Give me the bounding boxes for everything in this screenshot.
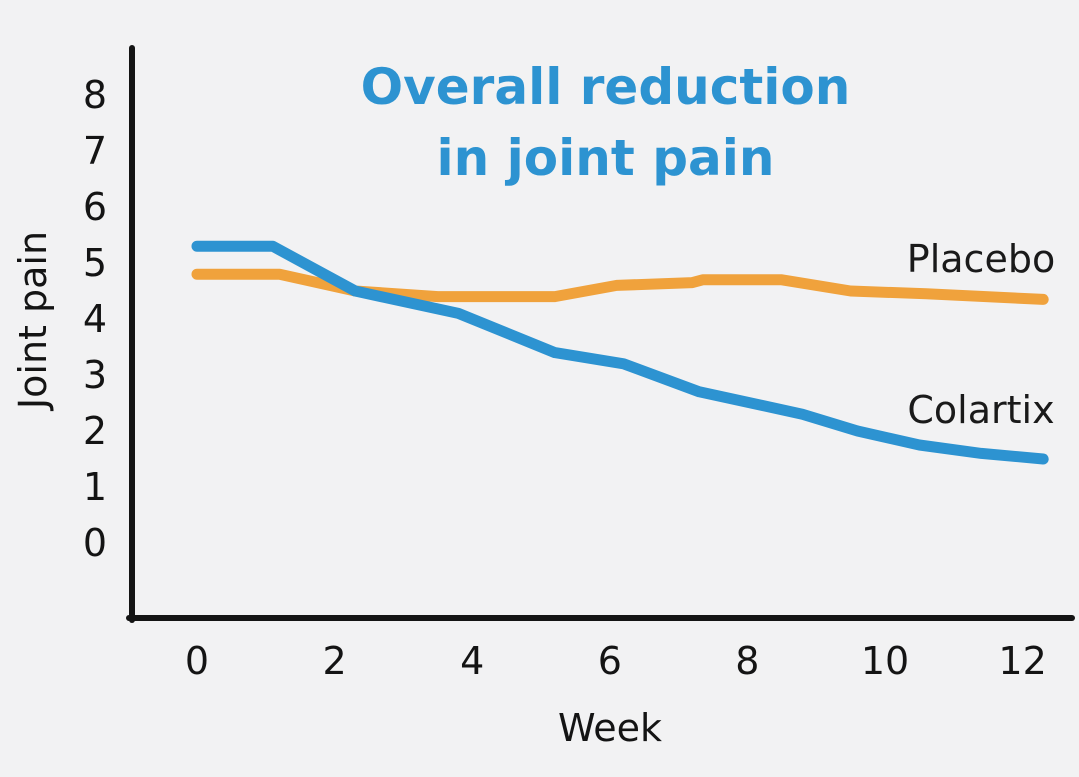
y-tick-2: 2: [82, 409, 108, 453]
series-label-placebo: Placebo: [906, 237, 1056, 281]
x-tick-10: 10: [860, 639, 910, 683]
y-tick-3: 3: [82, 353, 108, 397]
x-tick-12: 12: [998, 639, 1047, 683]
y-tick-0: 0: [82, 521, 108, 565]
chart-title: Overall reduction in joint pain: [140, 52, 1071, 194]
y-tick-4: 4: [82, 297, 108, 341]
x-tick-0: 0: [184, 639, 210, 683]
y-tick-1: 1: [82, 465, 108, 509]
colartix-line: [191, 240, 1049, 465]
chart-title-line-2: in joint pain: [436, 129, 775, 187]
x-tick-2: 2: [322, 639, 347, 683]
series-label-colartix: Colartix: [907, 388, 1055, 432]
y-tick-7: 7: [82, 129, 108, 173]
x-tick-6: 6: [597, 639, 622, 683]
y-tick-8: 8: [82, 73, 108, 117]
y-axis-label: Joint pain: [11, 230, 55, 410]
x-axis-label: Week: [557, 706, 663, 750]
y-tick-5: 5: [82, 241, 108, 285]
chart-title-line-1: Overall reduction: [360, 58, 851, 116]
x-tick-8: 8: [735, 639, 760, 683]
y-tick-6: 6: [82, 185, 108, 229]
x-tick-4: 4: [460, 639, 485, 683]
